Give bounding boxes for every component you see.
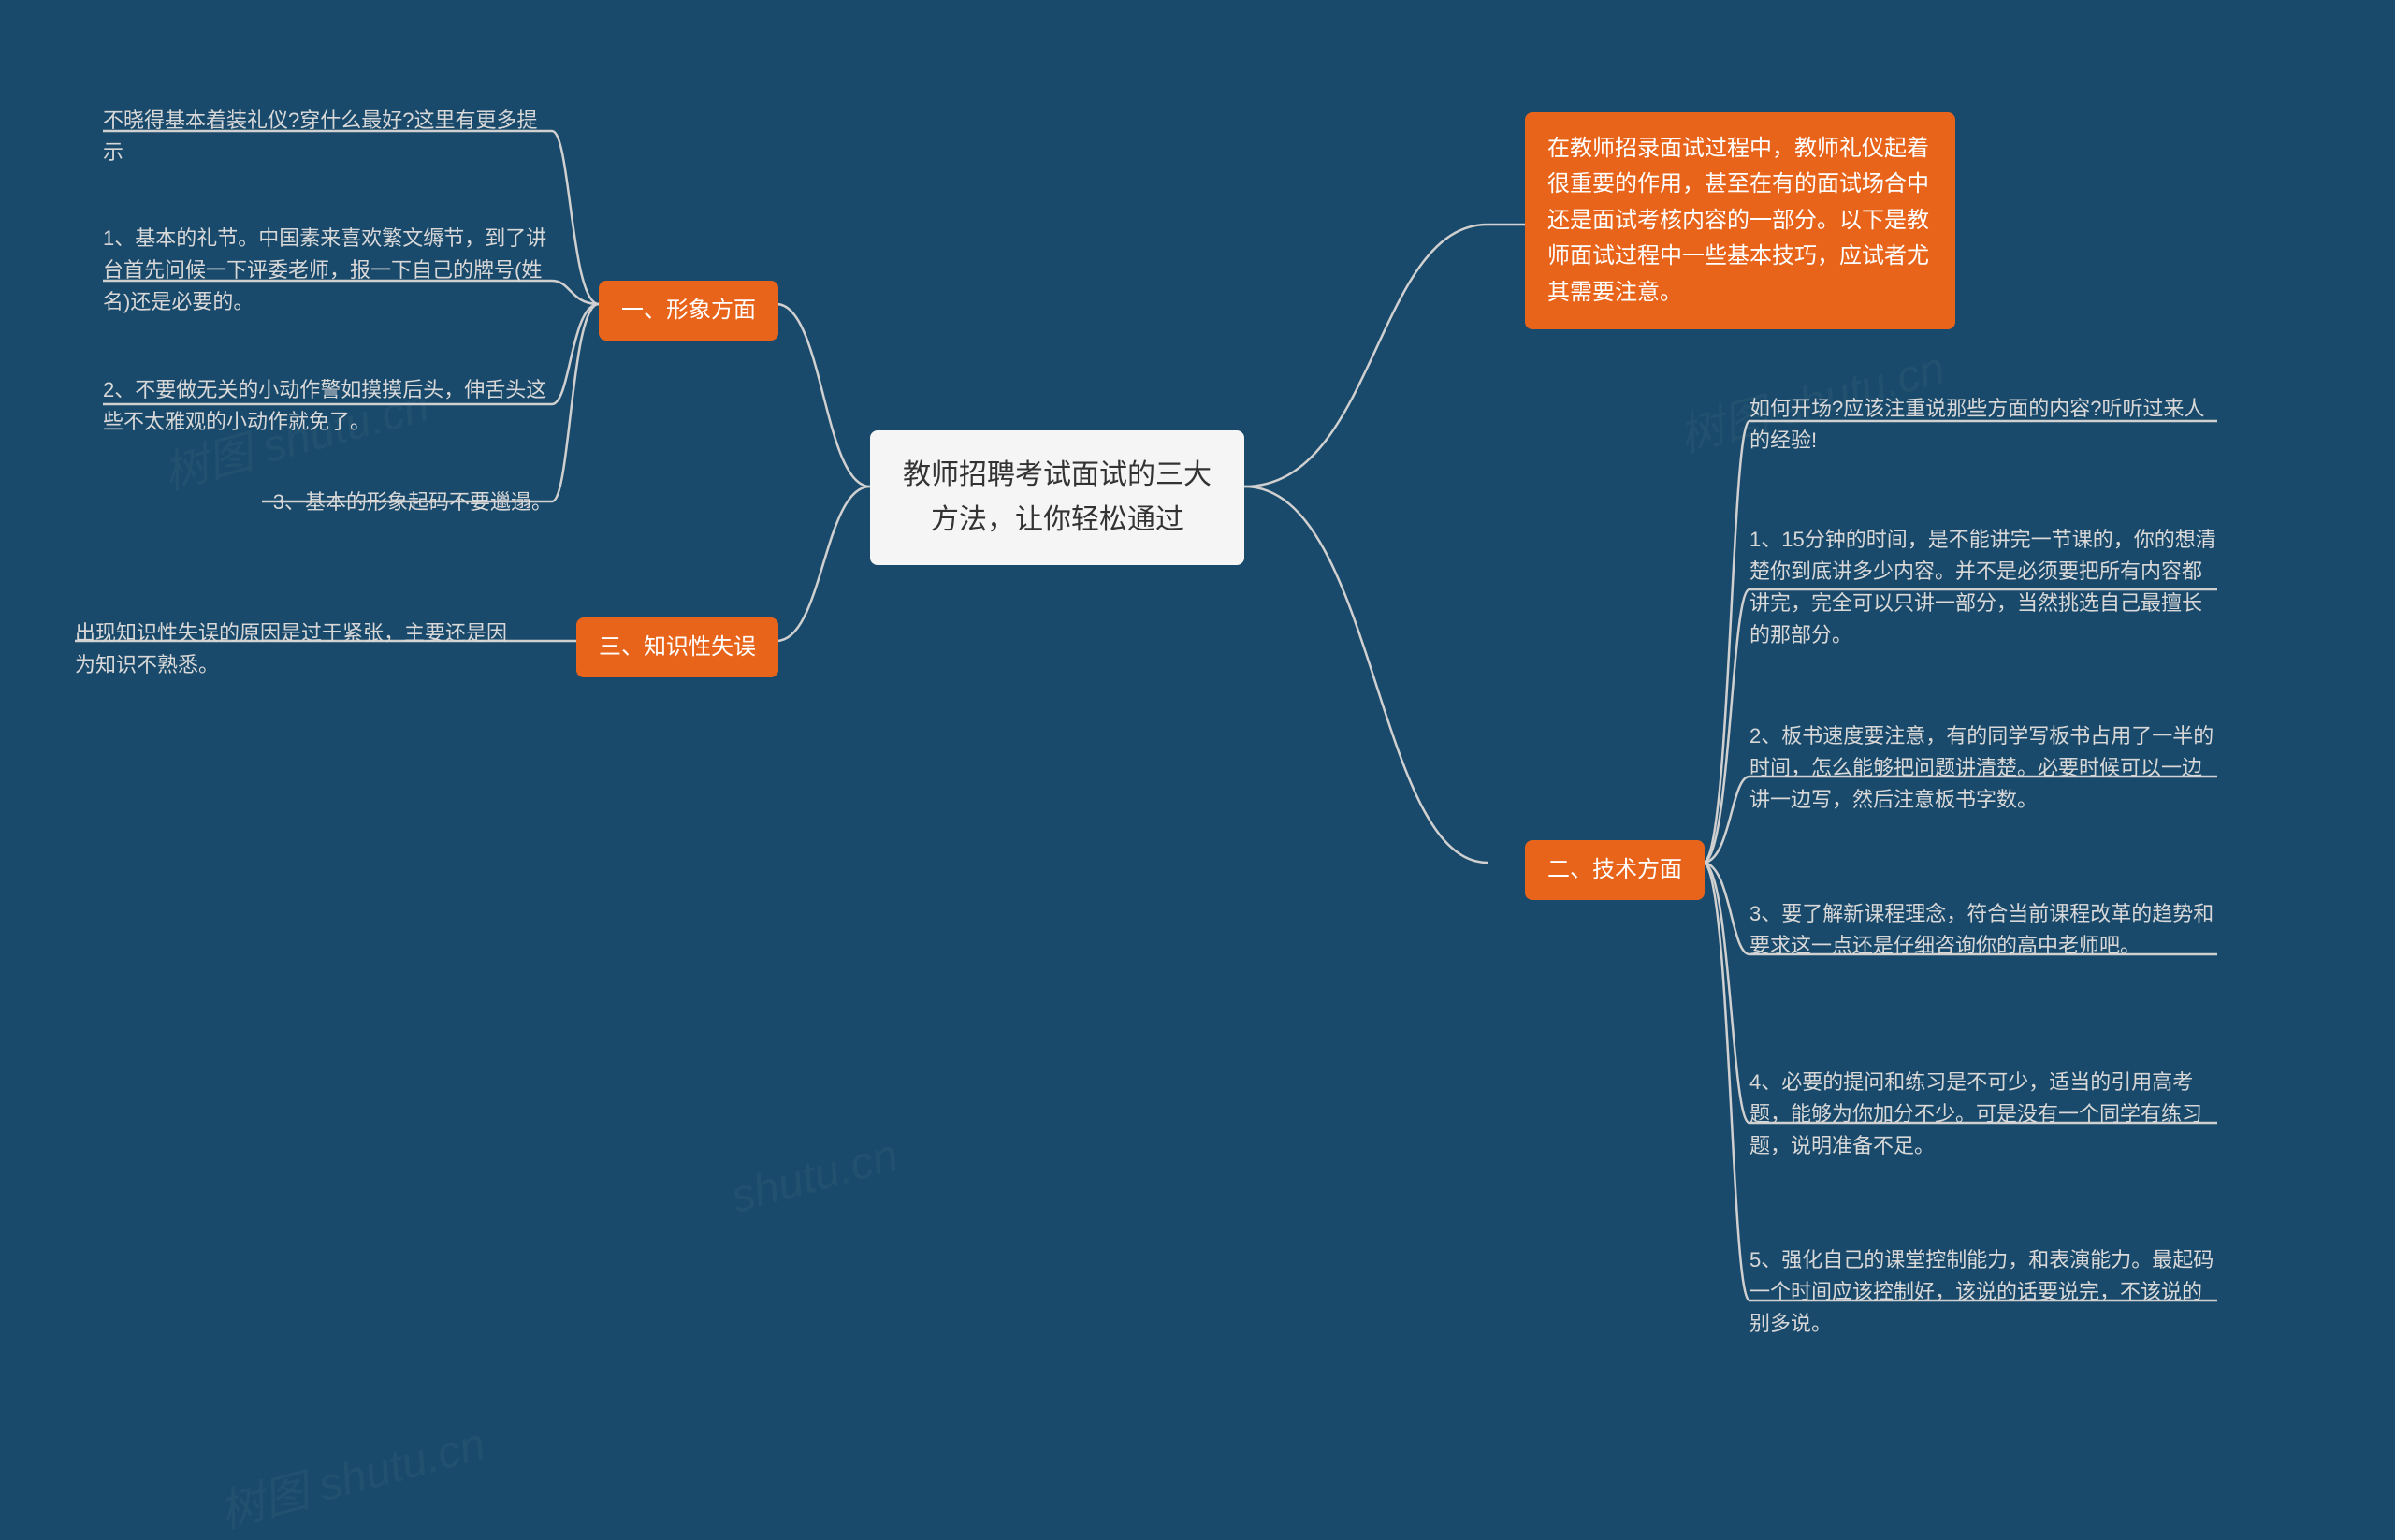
intro-node[interactable]: 在教师招录面试过程中，教师礼仪起着很重要的作用，甚至在有的面试场合中还是面试考核… xyxy=(1525,112,1955,329)
edge xyxy=(777,304,870,487)
branch-node-image[interactable]: 一、形象方面 xyxy=(599,281,778,341)
edge xyxy=(1244,487,1488,863)
leaf-node: 1、基本的礼节。中国素来喜欢繁文缛节，到了讲台首先问候一下评委老师，报一下自己的… xyxy=(103,223,552,318)
leaf-node: 如何开场?应该注重说那些方面的内容?听听过来人的经验! xyxy=(1749,393,2217,457)
branch-node-knowledge[interactable]: 三、知识性失误 xyxy=(576,617,778,677)
leaf-node: 1、15分钟的时间，是不能讲完一节课的，你的想清楚你到底讲多少内容。并不是必须要… xyxy=(1749,524,2217,651)
edge xyxy=(1244,225,1488,487)
watermark: 树图 shutu.cn xyxy=(211,1407,491,1540)
leaf-node: 3、基本的形象起码不要邋遢。 xyxy=(262,487,552,518)
leaf-node: 5、强化自己的课堂控制能力，和表演能力。最起码一个时间应该控制好，该说的话要说完… xyxy=(1749,1244,2217,1340)
leaf-node: 2、板书速度要注意，有的同学写板书占用了一半的时间，怎么能够把问题讲清楚。必要时… xyxy=(1749,720,2217,816)
leaf-node: 4、必要的提问和练习是不可少，适当的引用高考题，能够为你加分不少。可是没有一个同… xyxy=(1749,1067,2217,1162)
center-node[interactable]: 教师招聘考试面试的三大方法，让你轻松通过 xyxy=(870,430,1244,565)
leaf-node: 出现知识性失误的原因是过于紧张，主要还是因为知识不熟悉。 xyxy=(75,617,524,681)
edge xyxy=(777,487,870,641)
leaf-node: 3、要了解新课程理念，符合当前课程改革的趋势和要求这一点还是仔细咨询你的高中老师… xyxy=(1749,898,2217,962)
branch-node-technique[interactable]: 二、技术方面 xyxy=(1525,840,1705,900)
leaf-node: 不晓得基本着装礼仪?穿什么最好?这里有更多提示 xyxy=(103,105,552,168)
watermark: shutu.cn xyxy=(726,1129,904,1223)
leaf-node: 2、不要做无关的小动作警如摸摸后头，伸舌头这些不太雅观的小动作就免了。 xyxy=(103,374,552,438)
